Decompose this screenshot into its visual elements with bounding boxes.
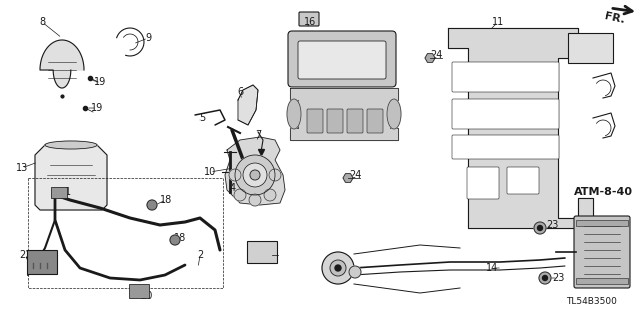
Text: 7: 7 [255,130,261,140]
Text: 5: 5 [199,113,205,123]
Text: TL54B3500: TL54B3500 [566,298,618,307]
FancyBboxPatch shape [51,187,67,198]
Circle shape [269,169,281,181]
Circle shape [349,266,361,278]
Text: 8: 8 [39,17,45,27]
Text: ATM-8-40: ATM-8-40 [574,187,633,197]
Polygon shape [448,28,593,248]
Text: 18: 18 [160,195,172,205]
FancyBboxPatch shape [452,62,559,92]
Text: 24: 24 [349,170,361,180]
Ellipse shape [387,99,401,129]
FancyBboxPatch shape [247,241,277,263]
Circle shape [322,252,354,284]
Circle shape [243,163,267,187]
Text: 23: 23 [546,220,558,230]
Text: 24: 24 [430,50,442,60]
FancyBboxPatch shape [367,109,383,133]
FancyBboxPatch shape [574,216,630,288]
Circle shape [539,272,551,284]
Text: 9: 9 [145,33,151,43]
Polygon shape [425,54,435,62]
Text: 3: 3 [255,243,261,253]
FancyBboxPatch shape [467,167,499,199]
Circle shape [335,265,341,271]
Circle shape [234,189,246,201]
Ellipse shape [287,99,301,129]
FancyBboxPatch shape [129,284,149,298]
FancyBboxPatch shape [299,12,319,26]
Text: 14: 14 [486,263,498,273]
FancyBboxPatch shape [452,135,559,159]
Circle shape [543,276,547,280]
Text: 21: 21 [330,267,342,277]
Bar [568,33,613,63]
Text: 11: 11 [492,17,504,27]
Text: 10: 10 [204,167,216,177]
FancyBboxPatch shape [347,109,363,133]
FancyBboxPatch shape [307,109,323,133]
Ellipse shape [45,141,97,149]
Circle shape [330,260,346,276]
Text: 19: 19 [94,77,106,87]
FancyBboxPatch shape [507,167,539,194]
Circle shape [229,169,241,181]
Circle shape [538,226,543,231]
Text: 19: 19 [91,103,103,113]
Text: 2: 2 [197,250,203,260]
Text: 1: 1 [65,187,71,197]
Bar [576,220,628,226]
Text: 6: 6 [237,87,243,97]
Text: 22: 22 [19,250,31,260]
FancyBboxPatch shape [452,99,559,129]
FancyBboxPatch shape [27,250,57,274]
Polygon shape [238,85,258,125]
Text: 13: 13 [16,163,28,173]
Circle shape [534,222,546,234]
FancyBboxPatch shape [288,31,396,87]
Polygon shape [290,88,398,140]
Text: 23: 23 [552,273,564,283]
Circle shape [264,189,276,201]
Circle shape [147,200,157,210]
Bar [576,278,628,284]
Text: 15: 15 [388,113,400,123]
Circle shape [235,155,275,195]
Polygon shape [343,174,353,182]
Text: FR.: FR. [604,11,626,25]
Text: 18: 18 [174,233,186,243]
Circle shape [170,235,180,245]
Text: 4: 4 [230,183,236,193]
Text: 16: 16 [304,17,316,27]
Circle shape [250,170,260,180]
Polygon shape [35,145,107,210]
FancyBboxPatch shape [327,109,343,133]
Circle shape [249,194,261,206]
Text: 12: 12 [542,63,554,73]
Text: 17: 17 [362,57,374,67]
Text: 20: 20 [140,291,152,301]
Polygon shape [40,40,84,88]
FancyBboxPatch shape [298,41,386,79]
Polygon shape [225,137,285,205]
